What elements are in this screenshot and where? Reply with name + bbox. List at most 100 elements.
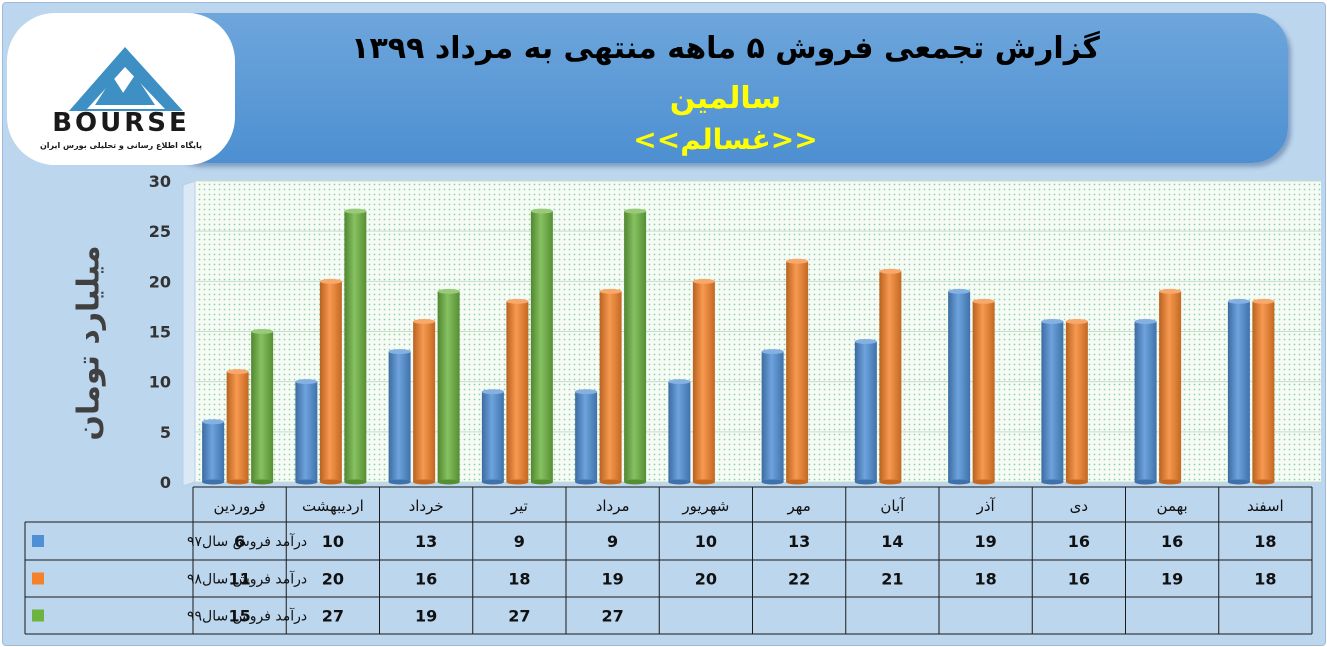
bar-cap bbox=[1134, 318, 1157, 324]
bar bbox=[506, 301, 529, 482]
x-category-label: فروردین bbox=[214, 497, 266, 515]
bar-cap bbox=[295, 379, 318, 385]
data-label: 11 bbox=[228, 570, 250, 589]
x-category-label: مرداد bbox=[596, 497, 630, 515]
ticker-symbol: <<غسالم>> bbox=[633, 123, 818, 156]
x-category-label: دی bbox=[1070, 497, 1088, 515]
bar-base bbox=[413, 479, 436, 485]
bar-cap bbox=[972, 298, 995, 304]
bar bbox=[692, 281, 715, 482]
bar-base bbox=[1227, 479, 1250, 485]
bar-base bbox=[295, 479, 318, 485]
bar bbox=[437, 291, 460, 482]
data-label: 16 bbox=[1068, 532, 1090, 551]
bar-cap bbox=[202, 419, 225, 425]
bar-cap bbox=[575, 389, 598, 395]
bar-base bbox=[506, 479, 529, 485]
x-category-label: مهر bbox=[787, 497, 811, 515]
bar-cap bbox=[1252, 298, 1275, 304]
bar bbox=[344, 211, 367, 482]
y-tick-label: 15 bbox=[149, 323, 171, 342]
bar-cap bbox=[879, 268, 902, 274]
y-tick-label: 20 bbox=[149, 272, 171, 291]
bar-base bbox=[692, 479, 715, 485]
y-tick-label: 0 bbox=[160, 473, 171, 492]
data-label: 9 bbox=[607, 532, 618, 551]
bar-cap bbox=[1065, 318, 1088, 324]
bar bbox=[668, 381, 691, 482]
bar-base bbox=[1041, 479, 1064, 485]
bar-cap bbox=[437, 288, 460, 294]
bar-cap bbox=[1227, 298, 1250, 304]
legend-swatch bbox=[32, 535, 44, 547]
legend-label: درآمد فروش سال۹۹ bbox=[187, 608, 307, 625]
data-label: 27 bbox=[508, 607, 530, 626]
data-label: 18 bbox=[1254, 570, 1276, 589]
bar-cap bbox=[786, 258, 809, 264]
bar bbox=[948, 291, 971, 482]
x-category-label: اسفند bbox=[1247, 497, 1284, 515]
x-category-label: آذر bbox=[976, 497, 996, 515]
bar bbox=[319, 281, 342, 482]
bar bbox=[413, 321, 436, 482]
bar bbox=[1252, 301, 1275, 482]
data-label: 19 bbox=[415, 607, 437, 626]
y-tick-label: 30 bbox=[149, 172, 171, 191]
bar bbox=[786, 261, 809, 482]
bar-base bbox=[761, 479, 784, 485]
data-label: 19 bbox=[601, 570, 623, 589]
bourse-logo-mark: BOURSE پایگاه اطلاع رسانی و تحلیلی بورس … bbox=[40, 47, 202, 151]
bar-base bbox=[388, 479, 411, 485]
company-name: سالمین bbox=[669, 81, 782, 116]
data-label: 20 bbox=[695, 570, 717, 589]
bar-base bbox=[344, 479, 367, 485]
bar-cap bbox=[481, 389, 504, 395]
legend-label: درآمد فروش سال۹۷ bbox=[187, 533, 307, 550]
bar bbox=[1041, 321, 1064, 482]
bar bbox=[481, 391, 504, 482]
bar bbox=[1159, 291, 1182, 482]
logo-tagline: پایگاه اطلاع رسانی و تحلیلی بورس ایران bbox=[40, 140, 202, 151]
bar-base bbox=[624, 479, 647, 485]
x-category-label: تیر bbox=[510, 497, 528, 515]
bar-base bbox=[481, 479, 504, 485]
bar-cap bbox=[692, 278, 715, 284]
bar-cap bbox=[624, 208, 647, 214]
data-label: 18 bbox=[1254, 532, 1276, 551]
bar-cap bbox=[530, 208, 553, 214]
data-label: 6 bbox=[234, 532, 245, 551]
bar-base bbox=[575, 479, 598, 485]
bar bbox=[202, 421, 225, 482]
bar-base bbox=[668, 479, 691, 485]
data-label: 10 bbox=[695, 532, 717, 551]
bar-base bbox=[1252, 479, 1275, 485]
bar-cap bbox=[599, 288, 622, 294]
logo-brand-text: BOURSE bbox=[52, 108, 190, 138]
bar-cap bbox=[226, 369, 249, 375]
bar bbox=[854, 341, 877, 482]
bar-cap bbox=[1159, 288, 1182, 294]
plot-side-wall bbox=[182, 180, 196, 487]
legend-label: درآمد فروش سال۹۸ bbox=[187, 571, 307, 588]
bar bbox=[761, 351, 784, 482]
data-label: 16 bbox=[1161, 532, 1183, 551]
data-label: 27 bbox=[322, 607, 344, 626]
data-label: 27 bbox=[601, 607, 623, 626]
bar bbox=[1134, 321, 1157, 482]
bar-base bbox=[1065, 479, 1088, 485]
bar bbox=[599, 291, 622, 482]
data-label: 18 bbox=[508, 570, 530, 589]
bar-base bbox=[1159, 479, 1182, 485]
bar-base bbox=[972, 479, 995, 485]
bar-base bbox=[251, 479, 274, 485]
bar bbox=[530, 211, 553, 482]
bar bbox=[388, 351, 411, 482]
data-label: 15 bbox=[228, 607, 250, 626]
title-banner: گزارش تجمعی فروش ۵ ماهه منتهی به مرداد ۱… bbox=[163, 13, 1288, 163]
data-label: 18 bbox=[974, 570, 996, 589]
data-label: 13 bbox=[415, 532, 437, 551]
data-label: 19 bbox=[974, 532, 996, 551]
bar-cap bbox=[344, 208, 367, 214]
bar-base bbox=[854, 479, 877, 485]
bar-cap bbox=[319, 278, 342, 284]
